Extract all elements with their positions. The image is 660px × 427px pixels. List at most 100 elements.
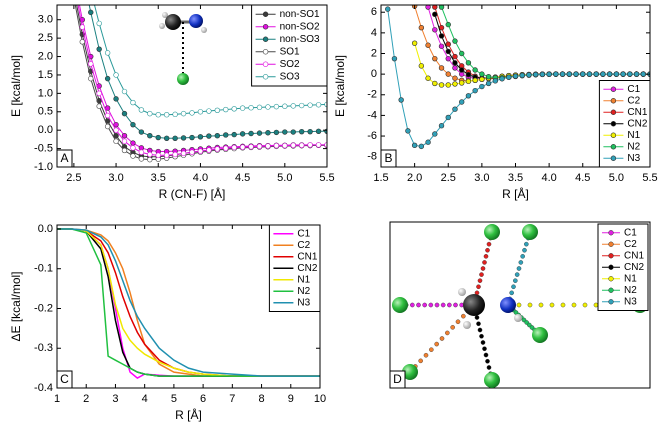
legend-marker — [262, 11, 269, 17]
data-point — [197, 109, 204, 115]
data-point — [452, 60, 458, 66]
data-point — [223, 132, 229, 138]
data-point — [104, 50, 111, 56]
y-tick-label: 0 — [371, 68, 377, 80]
data-point — [425, 75, 431, 81]
data-point — [459, 50, 465, 57]
data-point — [315, 142, 322, 148]
data-point — [452, 65, 458, 71]
x-tick-label: 5.0 — [277, 172, 292, 184]
data-point — [121, 110, 128, 117]
chain-dot — [445, 330, 450, 336]
chain-dot — [524, 241, 529, 247]
data-point — [539, 71, 546, 78]
panel-label: B — [384, 151, 392, 165]
data-point — [113, 138, 119, 144]
data-point — [479, 83, 485, 90]
legend-marker — [608, 241, 614, 247]
x-axis-label: R [Å] — [175, 407, 202, 422]
data-point — [479, 76, 485, 82]
data-point — [172, 151, 178, 158]
chain-dot — [429, 347, 434, 352]
data-point — [553, 71, 559, 77]
legend-marker — [608, 287, 614, 293]
data-point — [273, 129, 280, 136]
fluorine-atom — [532, 327, 548, 343]
chain-dot — [423, 352, 429, 358]
data-point — [465, 71, 472, 78]
legend-marker — [610, 155, 617, 161]
data-point — [214, 107, 221, 114]
data-point — [432, 11, 438, 17]
y-tick-label: 0.0 — [38, 124, 53, 136]
data-point — [282, 129, 288, 135]
panel-label-box — [389, 370, 406, 389]
data-point — [492, 78, 499, 84]
chain-dot — [439, 336, 445, 341]
data-point — [231, 106, 237, 112]
data-point — [273, 142, 280, 149]
fluorine-atom — [402, 364, 418, 380]
data-point — [239, 131, 246, 137]
data-point — [566, 71, 572, 77]
data-point — [307, 128, 313, 135]
data-point — [425, 5, 431, 10]
data-point — [147, 133, 153, 139]
legend-label: N1 — [624, 273, 637, 284]
y-tick-label: 4 — [371, 27, 377, 39]
legend-label: CN2 — [627, 118, 647, 129]
data-point — [121, 147, 128, 154]
legend-marker — [608, 264, 614, 270]
data-point — [465, 93, 472, 99]
hydrogen-atom — [463, 321, 471, 329]
legend-marker — [262, 74, 269, 80]
chain-dot — [514, 272, 520, 277]
data-point — [405, 128, 411, 134]
y-tick-label: -2 — [367, 89, 377, 101]
data-point — [532, 71, 539, 78]
x-tick-label: 2.0 — [407, 172, 422, 184]
x-tick-label: 5 — [171, 393, 177, 405]
y-tick-label: 2 — [371, 47, 377, 59]
data-point — [104, 75, 111, 82]
x-tick-label: 4.0 — [193, 172, 208, 184]
data-point — [452, 81, 458, 87]
y-tick-label: -6 — [367, 130, 377, 142]
x-tick-label: 3.5 — [151, 172, 166, 184]
chain-dot — [453, 302, 458, 308]
data-point — [138, 107, 145, 113]
data-point — [79, 24, 86, 30]
y-axis-label: ΔE [kcal/mol] — [9, 271, 23, 341]
data-point — [418, 63, 425, 69]
y-tick-label: -0.5 — [34, 142, 53, 154]
panel-label: C — [60, 372, 69, 386]
data-point — [88, 75, 94, 82]
data-point — [248, 130, 254, 137]
legend-marker — [610, 144, 617, 150]
legend-label: CN2 — [624, 262, 644, 273]
chain-dot — [520, 254, 525, 259]
data-point — [432, 80, 438, 87]
legend-label: N2 — [297, 286, 310, 297]
chain-dot — [527, 302, 533, 308]
plot-area — [385, 5, 650, 150]
chain-dot — [477, 278, 483, 283]
legend-label: N2 — [624, 285, 637, 296]
data-point — [432, 5, 438, 10]
data-point — [298, 142, 305, 148]
chain-dot — [434, 341, 439, 347]
data-point — [438, 65, 445, 71]
data-point — [506, 74, 512, 80]
data-point — [411, 142, 418, 149]
x-axis-label: R (CN-F) [Å] — [159, 186, 226, 201]
fluorine-atom — [392, 297, 408, 313]
x-tick-label: 2.5 — [66, 172, 81, 184]
x-tick-label: 3.5 — [508, 172, 523, 184]
legend-label: non-SO1 — [280, 9, 320, 20]
data-point — [324, 142, 327, 148]
carbon-atom — [463, 294, 485, 316]
fluorine-atom — [484, 224, 500, 240]
y-axis-label: E [kcal/mol] — [9, 55, 23, 117]
data-point — [315, 102, 322, 108]
x-axis-label: R [Å] — [502, 186, 529, 201]
